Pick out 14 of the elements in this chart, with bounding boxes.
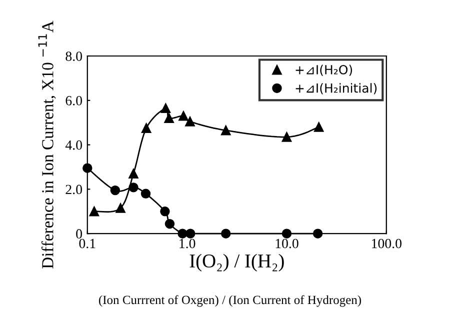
y-tick-label: 6.0 bbox=[66, 96, 82, 106]
y-axis-title: Difference in Ion Current, X10 $^{−11}$A bbox=[38, 20, 56, 268]
x-tick-label: 100.0 bbox=[372, 238, 402, 248]
y-tick-label: 2.0 bbox=[66, 184, 82, 194]
x-tick-label: 1.0 bbox=[180, 238, 196, 248]
x-axis-title: I(O₂) / I(H₂) bbox=[190, 254, 284, 272]
y-tick-label: 8.0 bbox=[66, 52, 82, 62]
x-tick-label: 0.1 bbox=[79, 238, 96, 248]
y-tick-label: 0 bbox=[76, 229, 82, 239]
x-tick-label: 10.0 bbox=[276, 238, 298, 248]
y-tick-label: 4.0 bbox=[65, 140, 82, 150]
legend-label: +⊿I(H₂O) bbox=[296, 64, 352, 76]
legend-label: +⊿I(H₂initial) bbox=[296, 83, 377, 94]
text: (Ion Currrent of Oxgen) / (Ion Current of Hydrogen) bbox=[98, 295, 362, 307]
